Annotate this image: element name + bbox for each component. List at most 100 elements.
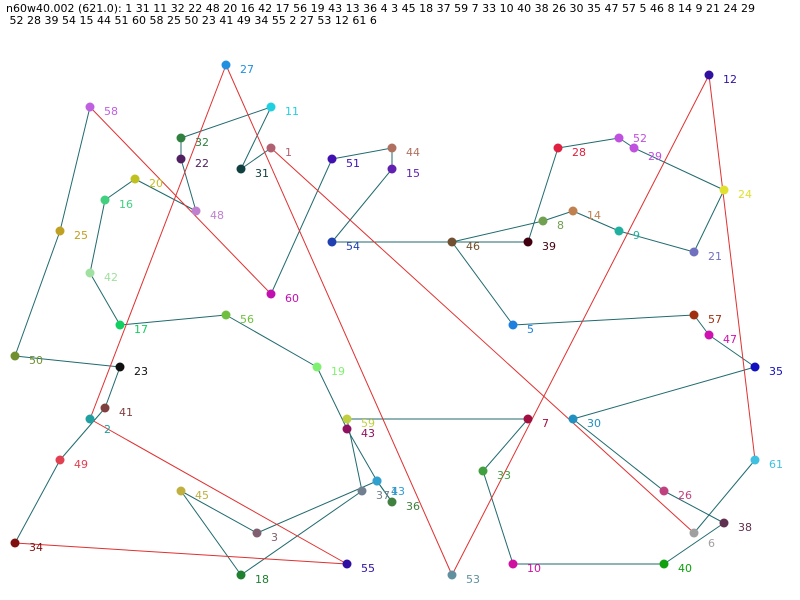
node-48 [191,206,201,216]
node-label-42: 42 [104,271,118,284]
tour-edge-27-53 [225,64,453,576]
node-label-4: 4 [391,485,398,498]
node-label-41: 41 [119,406,133,419]
node-14 [568,206,578,216]
node-16 [100,195,110,205]
tour-edge-51-60 [270,158,333,295]
node-8 [538,216,548,226]
tour-edge-35-47 [708,334,756,368]
node-label-46: 46 [466,240,480,253]
node-27 [221,60,231,70]
node-label-7: 7 [542,417,549,430]
tour-edge-54-15 [331,168,393,243]
node-label-13: 13 [391,485,405,498]
node-61 [750,455,760,465]
node-22 [176,154,186,164]
tour-edge-43-13 [346,428,378,482]
node-13 [372,476,382,486]
tour-edge-30-35 [572,366,756,420]
tour-edge-28-39 [527,147,559,243]
node-31 [236,164,246,174]
node-label-59: 59 [361,417,375,430]
node-46 [447,237,457,247]
node-label-31: 31 [255,167,269,180]
node-label-27: 27 [240,63,254,76]
node-label-16: 16 [119,198,133,211]
node-52 [614,133,624,143]
tour-edge-48-20 [134,178,197,212]
tour-edge-23-41 [104,366,121,409]
node-20 [130,174,140,184]
node-label-34: 34 [29,541,43,554]
tour-edge-31-11 [240,106,272,170]
node-40 [659,559,669,569]
tour-edge-11-32 [180,106,272,139]
node-label-23: 23 [134,365,148,378]
tour-edge-50-23 [14,355,121,368]
node-label-21: 21 [708,250,722,263]
tour-nodes: 1234567891011121314151617181920212223242… [10,60,783,586]
node-label-55: 55 [361,562,375,575]
node-label-61: 61 [769,458,783,471]
node-56 [221,310,231,320]
node-label-54: 54 [346,240,360,253]
tour-header-line-1: n60w40.002 (621.0): 1 31 11 32 22 48 20 … [6,2,755,15]
node-1 [266,143,276,153]
node-label-36: 36 [406,500,420,513]
tour-edge-58-25 [59,106,91,232]
node-18 [236,570,246,580]
node-10 [508,559,518,569]
tour-edge-60-58 [89,106,272,295]
node-label-56: 56 [240,313,254,326]
node-21 [689,247,699,257]
node-label-11: 11 [285,105,299,118]
node-54 [327,237,337,247]
node-28 [553,143,563,153]
node-45 [176,486,186,496]
node-53 [447,570,457,580]
node-44 [387,143,397,153]
tour-edge-6-1 [270,147,695,534]
node-label-38: 38 [738,521,752,534]
tour-edge-56-19 [225,314,318,368]
node-label-44: 44 [406,146,420,159]
node-label-48: 48 [210,209,224,222]
node-label-10: 10 [527,562,541,575]
node-15 [387,164,397,174]
tour-edge-45-18 [180,490,242,576]
tour-edge-57-5 [512,314,695,326]
tour-edge-34-55 [14,542,348,565]
node-55 [342,559,352,569]
node-label-49: 49 [74,458,88,471]
node-33 [478,466,488,476]
node-label-12: 12 [723,73,737,86]
node-label-37: 37 [376,489,390,502]
tour-edge-41-49 [59,407,106,461]
tour-edge-46-8 [451,220,544,243]
tour-edge-49-34 [14,459,61,544]
node-32 [176,133,186,143]
node-38 [719,518,729,528]
node-label-22: 22 [195,157,209,170]
node-label-25: 25 [74,229,88,242]
node-label-1: 1 [285,146,292,159]
node-57 [689,310,699,320]
tour-edge-61-6 [693,459,756,534]
node-label-53: 53 [466,573,480,586]
node-59 [342,414,352,424]
node-label-30: 30 [587,417,601,430]
node-label-17: 17 [134,323,148,336]
tour-edge-5-46 [451,241,514,326]
tour-edge-2-27 [89,64,227,420]
node-58 [85,102,95,112]
tour-edge-21-24 [693,189,725,253]
node-label-51: 51 [346,157,360,170]
node-41 [100,403,110,413]
node-34 [10,538,20,548]
node-label-14: 14 [587,209,601,222]
node-25 [55,226,65,236]
node-label-40: 40 [678,562,692,575]
node-label-26: 26 [678,489,692,502]
node-label-18: 18 [255,573,269,586]
